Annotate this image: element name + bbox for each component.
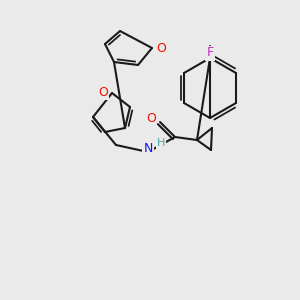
Text: O: O [146,112,156,125]
Text: F: F [206,46,214,59]
Text: H: H [157,138,165,148]
Text: O: O [156,41,166,55]
Text: O: O [98,85,108,98]
Text: N: N [143,142,153,154]
